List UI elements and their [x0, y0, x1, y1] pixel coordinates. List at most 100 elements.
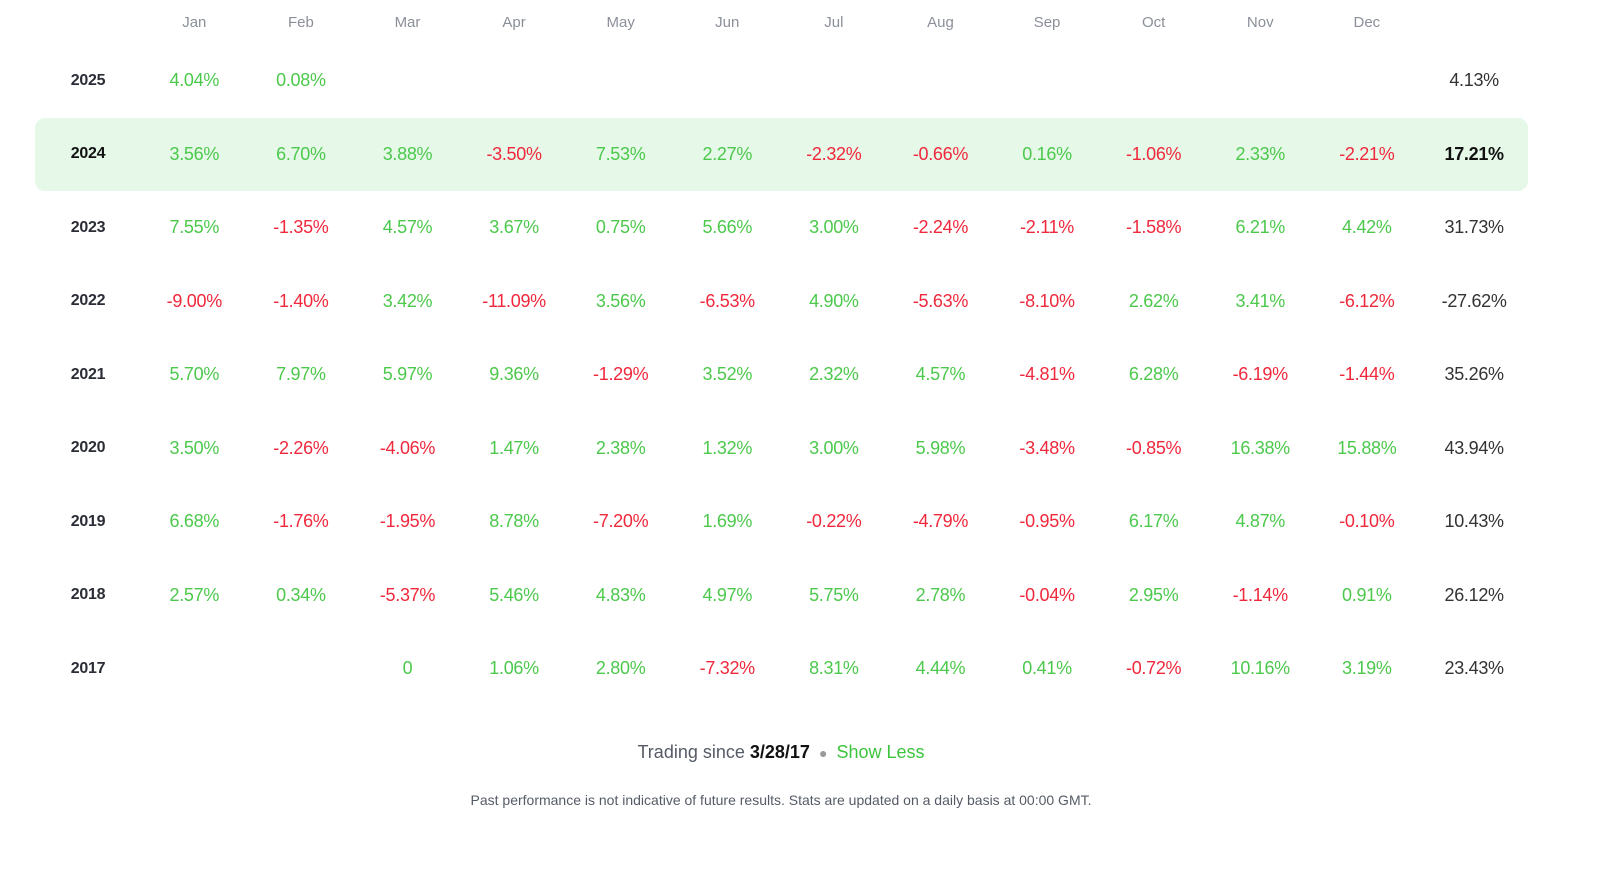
- month-return-cell: 4.42%: [1342, 217, 1392, 238]
- month-return-cell: -0.04%: [1019, 584, 1075, 605]
- month-header: Aug: [927, 13, 954, 31]
- table-row: 2018 2.57% 0.34% -5.37% 5.46% 4.83% 4.97% 5.75%…: [35, 559, 1528, 633]
- month-return-cell: -1.58%: [1126, 217, 1182, 238]
- month-return-cell: -1.06%: [1126, 143, 1182, 164]
- month-return-cell: 4.90%: [809, 290, 859, 311]
- month-return-cell: 0.75%: [595, 217, 646, 238]
- month-return-cell: 3.42%: [382, 290, 433, 311]
- year-total-cell: 4.13%: [1449, 70, 1499, 91]
- month-return-cell: 2.80%: [595, 658, 646, 679]
- table-row: 2025 4.04% 0.08% 4.13%: [35, 44, 1528, 118]
- month-return-cell: 1.06%: [489, 658, 539, 679]
- month-return-cell: 0.41%: [1022, 658, 1072, 679]
- month-return-cell: -0.72%: [1126, 658, 1182, 679]
- month-return-cell: 2.78%: [915, 584, 966, 605]
- month-return-cell: -11.09%: [482, 290, 546, 311]
- table-row: 2019 6.68% -1.76% -1.95% 8.78% -7.20% 1.69% -0.…: [35, 485, 1528, 559]
- month-return-cell: -2.24%: [912, 217, 969, 238]
- month-return-cell: -0.22%: [806, 511, 862, 532]
- month-return-cell: -1.35%: [273, 217, 329, 238]
- month-return-cell: 2.57%: [169, 584, 220, 605]
- month-return-cell: -1.14%: [1232, 584, 1289, 605]
- month-return-cell: -2.26%: [273, 437, 329, 458]
- month-return-cell: -6.19%: [1232, 364, 1289, 385]
- table-row: 2024 3.56% 6.70% 3.88% -3.50% 7.53% 2.27% -2.32…: [35, 117, 1528, 191]
- year-total-cell: 35.26%: [1444, 364, 1505, 385]
- month-return-cell: 2.62%: [1128, 290, 1179, 311]
- month-return-cell: -4.79%: [912, 511, 969, 532]
- month-return-cell: 3.41%: [1235, 290, 1285, 311]
- month-return-cell: 4.44%: [915, 658, 966, 679]
- year-label: 2022: [70, 292, 106, 310]
- year-total-cell: -27.62%: [1441, 290, 1507, 311]
- month-header: Oct: [1141, 13, 1166, 31]
- month-return-cell: 1.69%: [702, 511, 753, 532]
- month-return-cell: 6.21%: [1235, 217, 1285, 238]
- month-return-cell: 2.95%: [1128, 584, 1179, 605]
- month-return-cell: 3.56%: [595, 290, 646, 311]
- month-return-cell: -5.37%: [379, 584, 436, 605]
- month-return-cell: 3.19%: [1342, 658, 1392, 679]
- year-label: 2023: [70, 218, 106, 236]
- table-row: 2021 5.70% 7.97% 5.97% 9.36% -1.29% 3.52% 2.32%…: [35, 338, 1528, 412]
- month-header-row: Jan Feb Mar Apr May Jun Jul Aug Sep Oct Nov Dec: [35, 0, 1528, 44]
- month-return-cell: 1.47%: [489, 437, 539, 458]
- disclaimer: Past performance is not indicative of fu…: [470, 792, 1092, 808]
- year-total-cell: 31.73%: [1444, 217, 1505, 238]
- month-return-cell: 0.91%: [1342, 584, 1392, 605]
- month-return-cell: 2.38%: [595, 437, 646, 458]
- month-return-cell: 2.33%: [1235, 143, 1285, 164]
- month-return-cell: 0.34%: [276, 584, 326, 605]
- month-return-cell: -0.95%: [1019, 511, 1075, 532]
- year-label: 2017: [70, 659, 106, 677]
- month-return-cell: -7.32%: [699, 658, 756, 679]
- month-return-cell: -5.63%: [912, 290, 969, 311]
- month-return-cell: 3.52%: [702, 364, 753, 385]
- month-header: Feb: [287, 13, 314, 31]
- month-return-cell: -9.00%: [166, 290, 223, 311]
- month-header: Dec: [1353, 13, 1381, 31]
- month-header: Nov: [1246, 13, 1274, 31]
- month-return-cell: 3.88%: [382, 143, 433, 164]
- month-return-cell: 9.36%: [489, 364, 539, 385]
- month-return-cell: 5.98%: [915, 437, 966, 458]
- month-return-cell: 0: [402, 658, 413, 679]
- table-row: 2022 -9.00% -1.40% 3.42% -11.09% 3.56% -6.53% 4…: [35, 265, 1528, 339]
- month-return-cell: 8.78%: [489, 511, 539, 532]
- month-return-cell: -1.95%: [379, 511, 436, 532]
- show-less-link[interactable]: Show Less: [836, 742, 925, 762]
- table-row: 2017 0 1.06% 2.80% -7.32% 8.31% 4.44% 0.41% -0.7…: [35, 632, 1528, 706]
- year-label: 2024: [70, 145, 106, 163]
- year-total-cell: 26.12%: [1444, 584, 1505, 605]
- month-return-cell: -0.66%: [912, 143, 969, 164]
- month-return-cell: -6.53%: [699, 290, 756, 311]
- month-return-cell: 15.88%: [1337, 437, 1397, 458]
- year-total-cell: 43.94%: [1444, 437, 1505, 458]
- month-header: Jan: [182, 13, 207, 31]
- table-row: 2023 7.55% -1.35% 4.57% 3.67% 0.75% 5.66% 3.00%…: [35, 191, 1528, 265]
- month-return-cell: 6.68%: [169, 511, 220, 532]
- monthly-returns-table: Jan Feb Mar Apr May Jun Jul Aug Sep Oct Nov Dec 202…: [35, 0, 1528, 706]
- month-return-cell: 4.04%: [169, 70, 220, 91]
- trading-since-line: Trading since 3/28/17 ● Show Less: [0, 742, 1562, 763]
- trading-since-date: 3/28/17: [749, 742, 810, 762]
- trading-since-label: Trading since: [637, 742, 745, 762]
- month-return-cell: -1.76%: [273, 511, 329, 532]
- month-return-cell: 4.57%: [382, 217, 433, 238]
- month-return-cell: 4.87%: [1235, 511, 1285, 532]
- month-header: Jun: [715, 13, 740, 31]
- month-return-cell: -1.29%: [593, 364, 649, 385]
- year-label: 2020: [70, 439, 106, 457]
- year-label: 2021: [70, 365, 106, 383]
- month-return-cell: -2.11%: [1020, 217, 1074, 238]
- month-return-cell: 4.97%: [702, 584, 753, 605]
- month-return-cell: 0.08%: [276, 70, 326, 91]
- month-return-cell: -0.85%: [1126, 437, 1182, 458]
- month-return-cell: 5.66%: [702, 217, 753, 238]
- month-return-cell: -8.10%: [1019, 290, 1075, 311]
- year-total-cell: 23.43%: [1444, 658, 1505, 679]
- month-header: Mar: [394, 13, 421, 31]
- month-return-cell: 6.70%: [276, 143, 326, 164]
- month-header: Jul: [824, 13, 844, 31]
- month-return-cell: 3.67%: [489, 217, 539, 238]
